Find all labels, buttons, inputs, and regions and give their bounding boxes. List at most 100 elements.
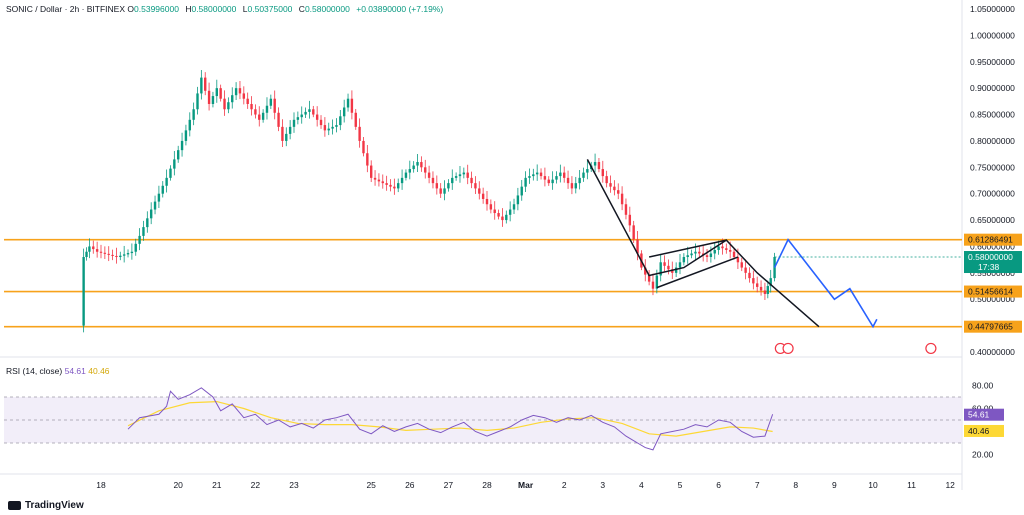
change-value: +0.03890000 (+7.19%) — [356, 4, 444, 14]
candle-body — [107, 253, 110, 255]
candle-body — [312, 109, 315, 115]
candle-body — [315, 114, 319, 120]
candle-body — [698, 251, 701, 254]
candle-body — [470, 177, 473, 184]
candle-body — [215, 88, 218, 97]
candle-body — [362, 140, 365, 154]
candle-body — [177, 150, 180, 160]
candle-body — [420, 162, 423, 168]
candle-body — [115, 255, 118, 258]
candle-body — [732, 251, 736, 258]
candle-body — [146, 218, 149, 228]
candle-body — [431, 177, 435, 184]
price-tick-label: 0.75000000 — [970, 162, 1015, 172]
candle-body — [725, 248, 728, 250]
candle-body — [269, 98, 273, 106]
time-axis-label: 12 — [945, 480, 955, 490]
candle-body — [644, 267, 647, 275]
candle-body — [620, 193, 624, 205]
candle-body — [766, 286, 770, 294]
candle-body — [535, 172, 539, 175]
candle-body — [481, 193, 485, 199]
candle-body — [713, 249, 716, 254]
price-tick-label: 0.80000000 — [970, 136, 1015, 146]
candle-body — [281, 126, 284, 141]
price-tick-label: 0.90000000 — [970, 83, 1015, 93]
pattern-trendline — [648, 239, 727, 258]
high-value: 0.58000000 — [191, 4, 237, 14]
candle-body — [485, 198, 489, 205]
low-value: 0.50375000 — [247, 4, 293, 14]
candle-body — [651, 281, 655, 289]
time-axis-label: 25 — [366, 480, 376, 490]
candle-body — [292, 119, 296, 127]
price-tick-label: 0.60000000 — [970, 241, 1015, 251]
rsi-tick-label: 80.00 — [972, 381, 994, 391]
candle-body — [335, 125, 338, 127]
time-axis-label: 9 — [832, 480, 837, 490]
candle-body — [566, 177, 570, 184]
candle-body — [501, 216, 504, 221]
candle-body — [130, 251, 134, 254]
candle-body — [663, 262, 666, 266]
candle-body — [439, 188, 442, 194]
tradingview-logo[interactable]: TradingView — [8, 500, 84, 511]
rsi-tick-label: 20.00 — [972, 450, 994, 460]
candle-body — [412, 165, 415, 170]
tradingview-logo-icon — [8, 501, 21, 510]
open-value: 0.53996000 — [134, 4, 179, 14]
candle-body — [632, 225, 635, 240]
rsi-ma-tag-text: 40.46 — [968, 426, 990, 436]
candle-body — [424, 167, 427, 173]
candle-body — [763, 290, 767, 294]
price-tick-label: 0.65000000 — [970, 215, 1015, 225]
candle-body — [655, 275, 659, 289]
candle-body — [705, 255, 709, 258]
candle-body — [385, 183, 388, 185]
event-flag-icon — [925, 342, 937, 355]
rsi-value: 54.61 — [64, 366, 86, 376]
candle-body — [85, 251, 88, 258]
candle-body — [92, 246, 95, 250]
time-axis-label: 26 — [405, 480, 415, 490]
candle-body — [474, 183, 477, 189]
candle-body — [273, 98, 276, 113]
pattern-trendline — [586, 159, 820, 328]
candle-body — [667, 265, 670, 270]
candle-body — [624, 204, 628, 215]
candle-body — [323, 125, 327, 131]
countdown-text: 17:38 — [978, 262, 1000, 272]
candle-body — [744, 267, 747, 273]
candle-body — [659, 262, 662, 276]
candle-body — [169, 168, 172, 178]
candle-body — [454, 176, 458, 178]
rsi-tick-label: 60.00 — [972, 404, 994, 414]
candle-body — [547, 179, 550, 184]
level-price-tag — [964, 233, 1022, 246]
candle-body — [709, 253, 713, 258]
candle-body — [304, 111, 307, 115]
candle-body — [342, 107, 346, 117]
candle-body — [416, 162, 419, 166]
candle-body — [319, 119, 323, 126]
candle-body — [559, 172, 562, 177]
candle-body — [597, 162, 601, 170]
candle-body — [354, 112, 357, 127]
candle-body — [756, 283, 759, 287]
candle-body — [613, 186, 616, 191]
candle-body — [119, 255, 122, 258]
rsi-value-tag — [964, 408, 1004, 421]
close-value: 0.58000000 — [304, 4, 350, 14]
candle-body — [740, 262, 743, 268]
level-price-tag — [964, 320, 1022, 333]
candle-body — [759, 286, 763, 291]
time-axis-label: 6 — [716, 480, 721, 490]
candle-body — [111, 254, 114, 256]
time-axis-label: 21 — [212, 480, 222, 490]
candle-body — [188, 119, 191, 131]
candle-body — [628, 214, 632, 226]
candle-body — [551, 179, 554, 184]
candle-body — [381, 181, 384, 184]
time-axis-label: 27 — [444, 480, 454, 490]
